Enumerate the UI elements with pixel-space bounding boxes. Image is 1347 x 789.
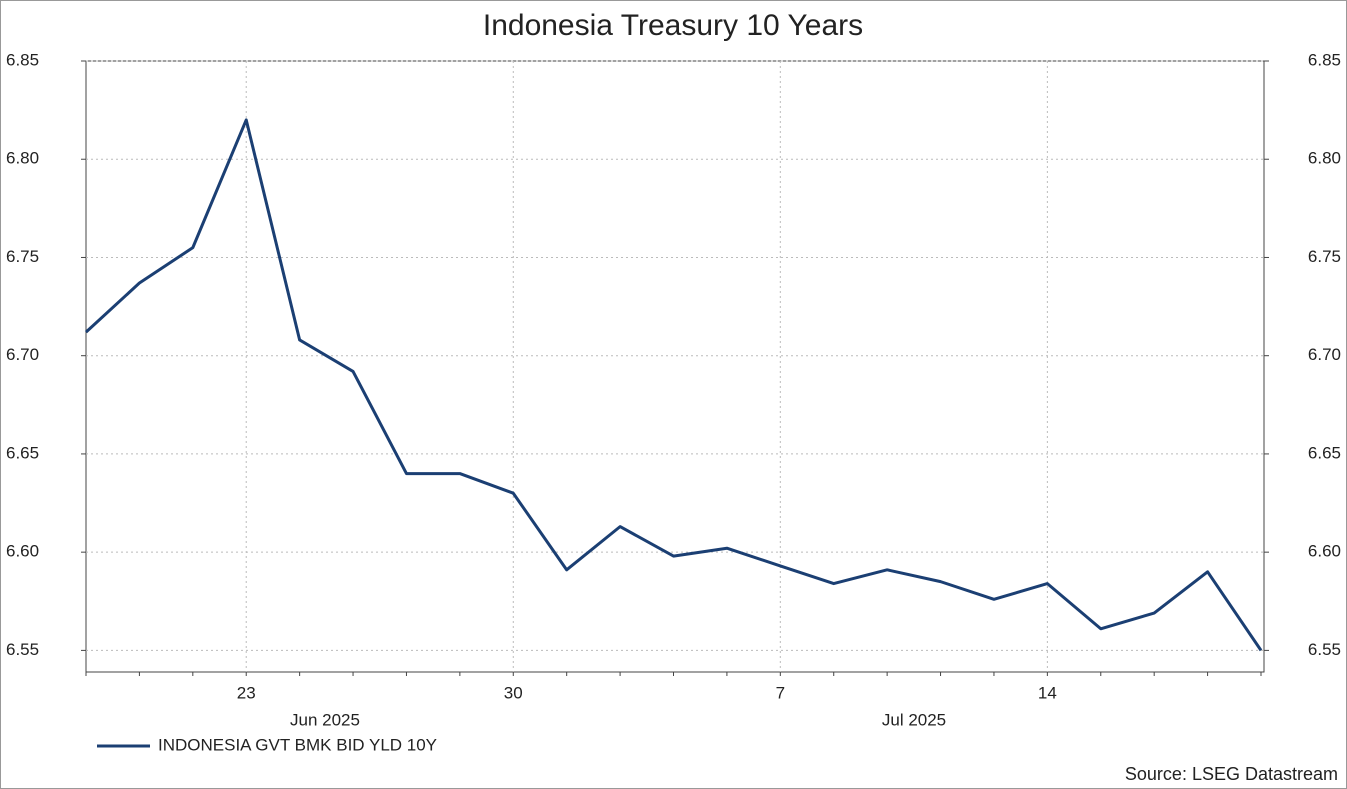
y2-tick-label: 6.55 bbox=[1308, 640, 1341, 659]
y2-tick-label: 6.70 bbox=[1308, 345, 1341, 364]
y-tick-label: 6.55 bbox=[6, 640, 39, 659]
x-tick-label: 14 bbox=[1038, 683, 1057, 702]
legend-label: INDONESIA GVT BMK BID YLD 10Y bbox=[158, 735, 437, 754]
y-tick-label: 6.75 bbox=[6, 247, 39, 266]
x-tick-label: 30 bbox=[504, 683, 523, 702]
y-tick-label: 6.80 bbox=[6, 149, 39, 168]
series-line bbox=[84, 118, 1263, 652]
y-tick-label: 6.70 bbox=[6, 345, 39, 364]
y2-tick-label: 6.65 bbox=[1308, 443, 1341, 462]
y-tick-label: 6.85 bbox=[6, 50, 39, 69]
y2-tick-label: 6.75 bbox=[1308, 247, 1341, 266]
chart-title: Indonesia Treasury 10 Years bbox=[483, 9, 863, 42]
y2-tick-label: 6.80 bbox=[1308, 149, 1341, 168]
x-tick-label: 7 bbox=[776, 683, 785, 702]
month-label: Jul 2025 bbox=[882, 710, 946, 729]
y-tick-label: 6.60 bbox=[6, 542, 39, 561]
source: Source: LSEG Datastream bbox=[1125, 764, 1338, 784]
plot-area bbox=[85, 60, 1265, 673]
y2-tick-label: 6.85 bbox=[1308, 50, 1341, 69]
y-tick-label: 6.65 bbox=[6, 443, 39, 462]
month-label: Jun 2025 bbox=[290, 710, 360, 729]
y2-tick-label: 6.60 bbox=[1308, 542, 1341, 561]
x-tick-label: 23 bbox=[237, 683, 256, 702]
